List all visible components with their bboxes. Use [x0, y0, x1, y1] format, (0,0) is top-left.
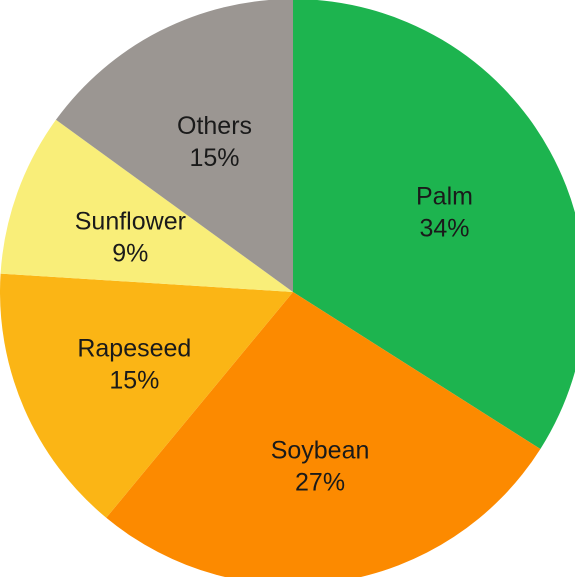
slice-name: Palm — [416, 183, 473, 211]
slice-percent: 27% — [295, 469, 345, 497]
slice-name: Rapeseed — [77, 335, 191, 363]
slice-percent: 9% — [112, 239, 148, 267]
pie-slice-rapeseed — [0, 273, 294, 518]
slice-name: Sunflower — [75, 207, 186, 235]
pie-slice-soybean — [106, 292, 541, 577]
pie-slice-label-sunflower: Sunflower 9% — [75, 207, 186, 267]
pie-slice-palm — [293, 0, 575, 449]
pie-slice-label-rapeseed: Rapeseed 15% — [77, 335, 191, 395]
slice-percent: 34% — [419, 215, 469, 243]
pie-slice-label-soybean: Soybean 27% — [271, 437, 370, 497]
pie-slice-sunflower — [0, 119, 294, 292]
slice-percent: 15% — [189, 144, 239, 172]
slice-labels: Palm 34% Soybean 27% Rapeseed 15% Sunflower 9% O… — [75, 112, 473, 497]
slice-percent: 15% — [109, 367, 159, 395]
pie-slice-label-others: Others 15% — [177, 112, 252, 172]
slice-name: Others — [177, 112, 252, 140]
pie-slice-others — [55, 0, 293, 292]
pie-slice-label-palm: Palm 34% — [416, 183, 473, 243]
slice-name: Soybean — [271, 437, 370, 465]
